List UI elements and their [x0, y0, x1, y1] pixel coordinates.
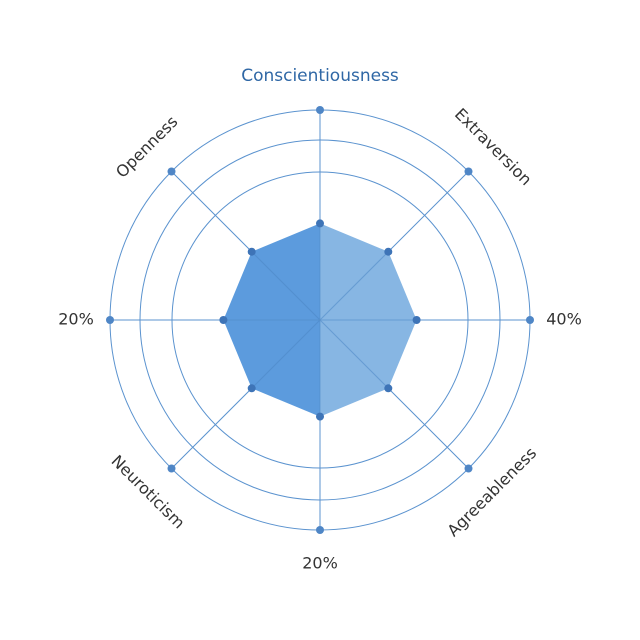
data-point: [219, 316, 228, 324]
data-point: [412, 316, 421, 324]
axis-end-marker: [526, 316, 534, 324]
axis-end-marker: [464, 167, 473, 176]
data-point: [384, 247, 393, 256]
axis-label: 20%: [302, 554, 338, 573]
radar-area: [223, 223, 417, 417]
axis-end-marker: [167, 167, 176, 176]
axis-label: Conscientiousness: [241, 66, 399, 86]
axis-end-marker: [316, 106, 324, 114]
data-point: [247, 247, 256, 256]
axis-end-marker: [167, 464, 176, 473]
radar-points: [106, 106, 534, 534]
data-point: [247, 384, 256, 393]
data-point: [316, 412, 324, 421]
inner-spoke: [251, 319, 321, 389]
inner-spoke: [319, 319, 389, 389]
axis-end-marker: [106, 316, 114, 324]
axis-label: 40%: [546, 310, 582, 329]
inner-spoke: [251, 251, 321, 321]
axis-end-marker: [464, 464, 473, 473]
inner-spoke: [319, 251, 389, 321]
data-point: [316, 219, 324, 228]
axis-label: 20%: [58, 310, 94, 329]
data-point: [384, 384, 393, 393]
axis-end-marker: [316, 526, 324, 534]
